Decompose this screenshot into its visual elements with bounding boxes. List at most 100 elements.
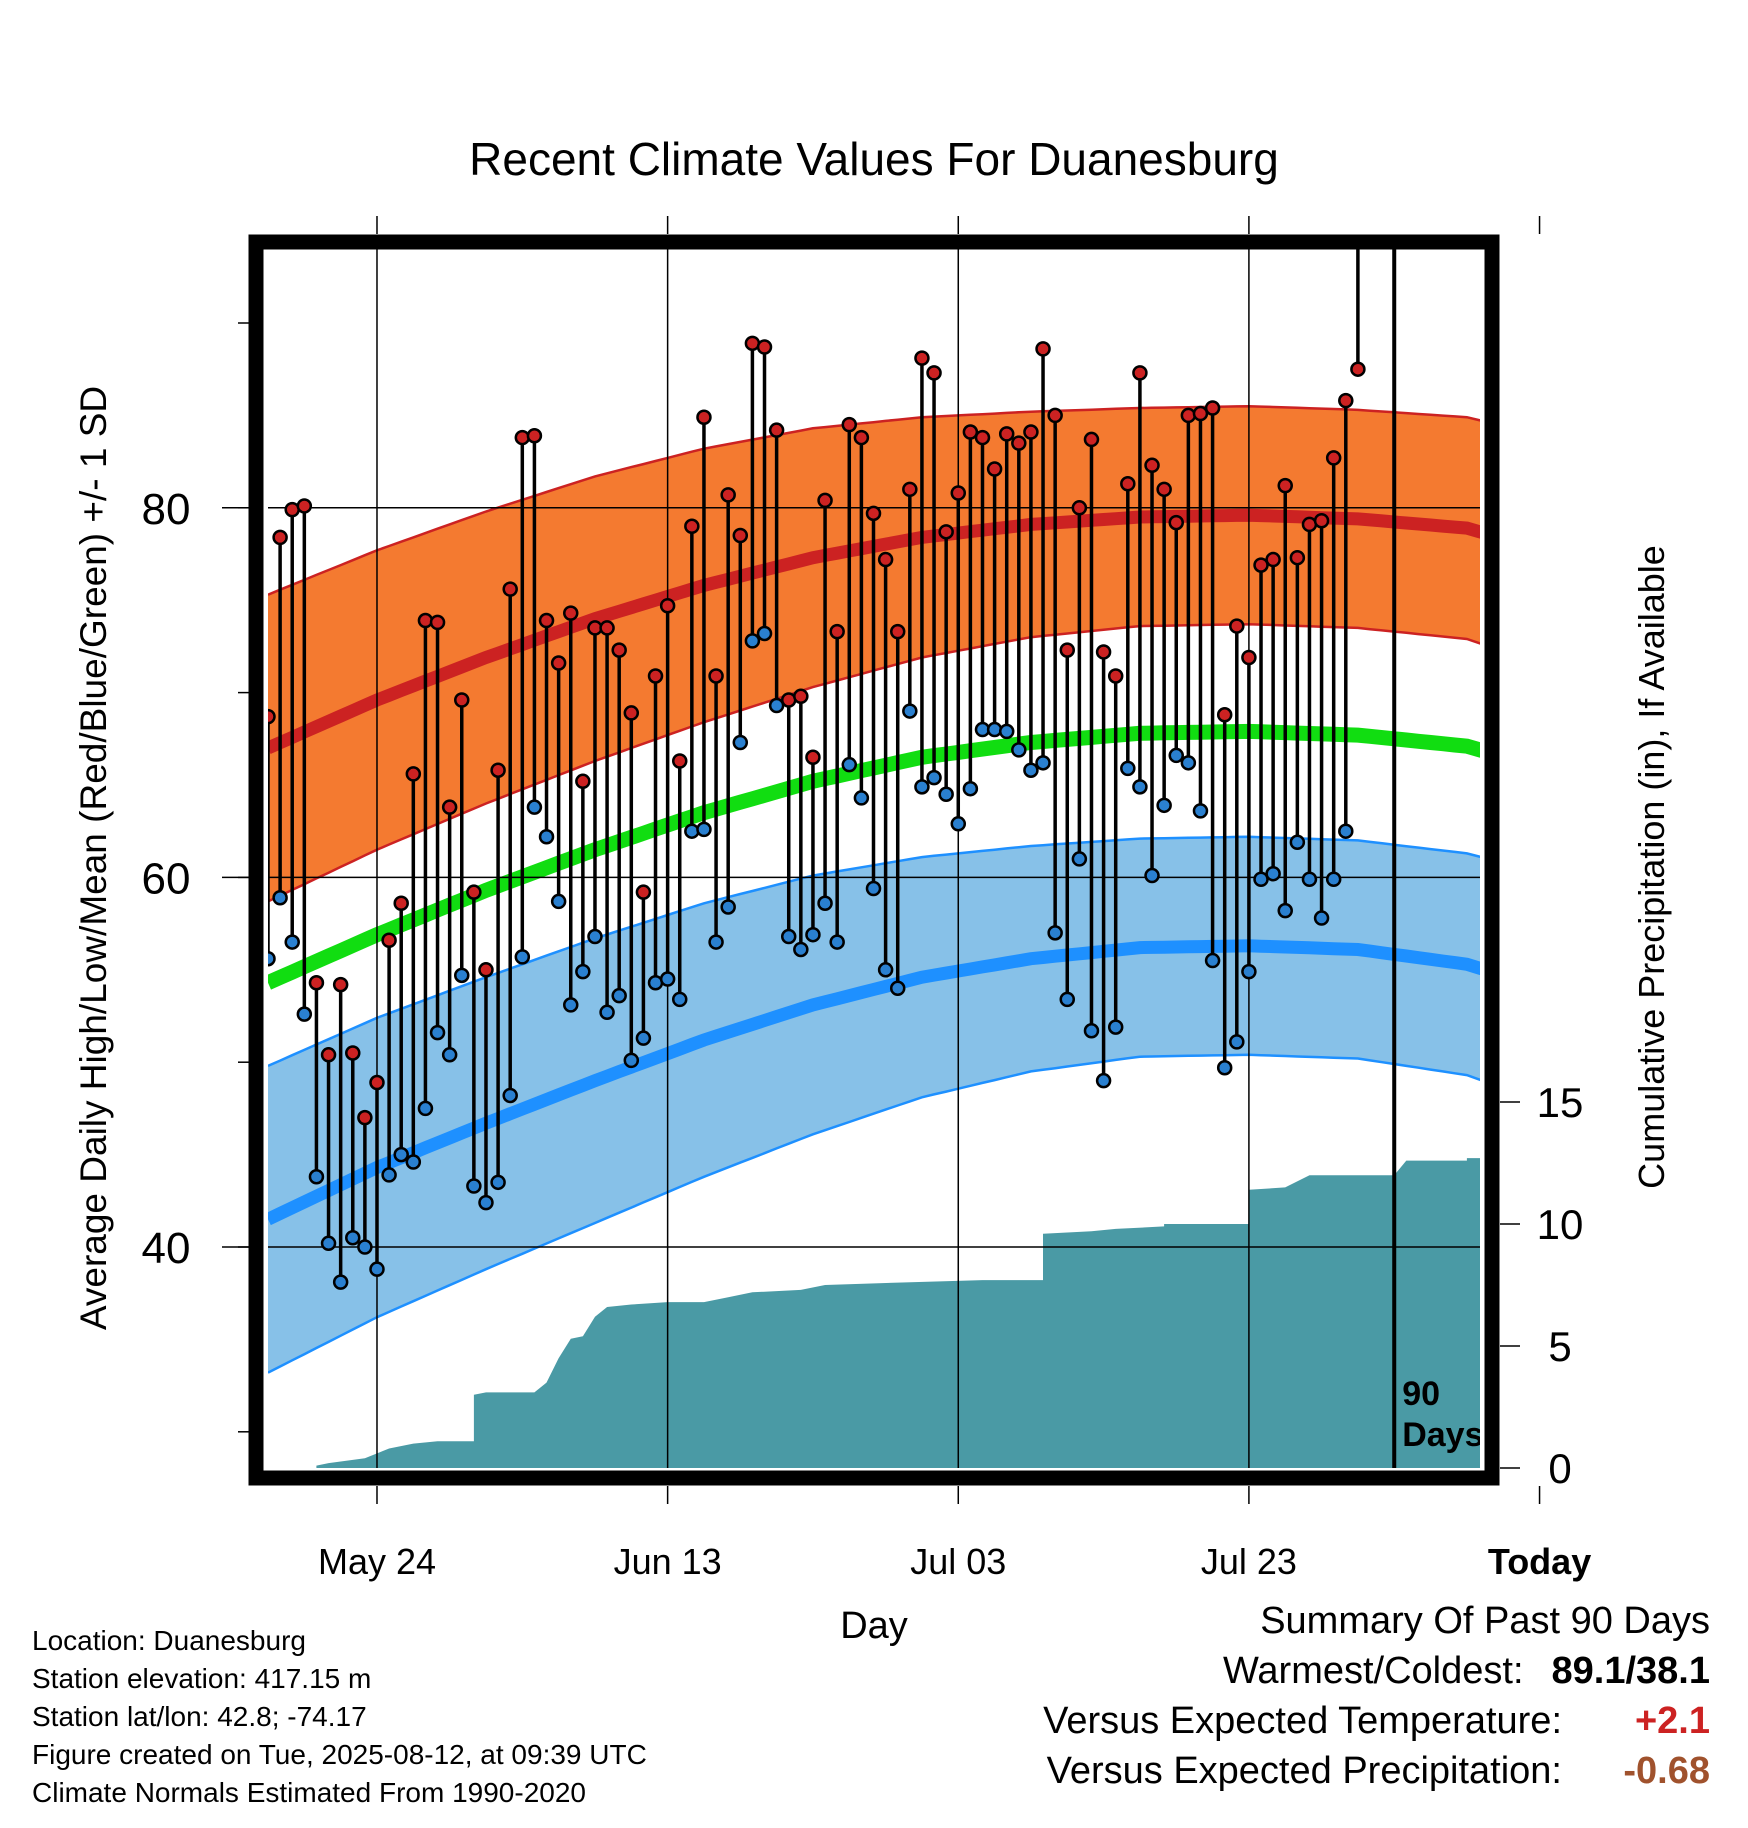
daily-high-point	[768, 422, 785, 438]
daily-high-point	[877, 551, 894, 568]
summary-warmest-row: Warmest/Coldest: 89.1/38.1	[1043, 1646, 1710, 1696]
y2-axis-label: Cumulative Precipitation (in), If Availa…	[1631, 545, 1672, 1189]
daily-high-point	[793, 688, 809, 705]
daily-high-point	[405, 766, 422, 782]
daily-high-point	[268, 708, 276, 725]
y-axis-label: Average Daily High/Low/Mean (Red/Blue/Gr…	[73, 386, 114, 1330]
daily-high-point	[441, 799, 458, 815]
daily-low-point	[1144, 867, 1160, 884]
daily-low-point	[926, 769, 942, 786]
daily-high-point	[926, 365, 942, 381]
daily-low-point	[986, 721, 1003, 738]
daily-high-point	[332, 976, 349, 993]
daily-low-point	[1059, 991, 1076, 1008]
daily-low-point	[575, 963, 591, 980]
plot-frame	[248, 234, 1500, 1486]
daily-low-point	[659, 971, 676, 987]
daily-low-point	[1047, 925, 1063, 941]
daily-low-point	[756, 625, 773, 642]
daily-high-point	[1265, 551, 1281, 568]
summary-panel: Summary Of Past 90 Days Warmest/Coldest:…	[1043, 1596, 1710, 1796]
daily-high-point	[974, 429, 991, 446]
daily-high-point	[1023, 424, 1039, 440]
daily-low-point	[587, 928, 603, 945]
y-tick-label: 40	[142, 1224, 191, 1273]
daily-high-point	[320, 1047, 337, 1063]
daily-low-point	[1229, 1034, 1245, 1050]
daily-low-point	[1277, 902, 1293, 919]
precip-value: -0.68	[1623, 1750, 1710, 1792]
daily-high-point	[1325, 450, 1342, 466]
daily-low-point	[877, 962, 894, 978]
daily-low-point	[1241, 963, 1257, 980]
daily-high-point	[998, 426, 1015, 442]
daily-high-point	[841, 416, 858, 433]
daily-low-point	[732, 734, 749, 751]
daily-low-point	[599, 1004, 615, 1021]
daily-low-point	[938, 786, 954, 802]
daily-low-point	[502, 1087, 518, 1104]
elevation-text: Station elevation: 417.15 m	[32, 1663, 372, 1694]
daily-high-point	[914, 350, 930, 366]
daily-low-point	[1204, 952, 1221, 969]
daily-high-point	[1011, 435, 1027, 451]
daily-high-point	[1192, 405, 1209, 422]
precip-label: Versus Expected Precipitation:	[1046, 1750, 1562, 1792]
daily-low-point	[478, 1194, 494, 1211]
daily-low-point	[998, 723, 1015, 740]
daily-low-point	[889, 980, 906, 997]
y2-tick-label: 5	[1548, 1323, 1571, 1370]
daily-high-point	[853, 429, 870, 446]
daily-low-point	[696, 821, 712, 838]
daily-low-point	[708, 934, 724, 950]
daily-low-point	[1301, 871, 1318, 887]
y-tick-label: 80	[142, 485, 191, 534]
daily-high-point	[1241, 649, 1257, 666]
daily-low-point	[1351, 0, 1364, 7]
daily-low-point	[1107, 1019, 1124, 1035]
daily-high-point	[611, 642, 627, 658]
daily-high-point	[635, 884, 652, 900]
daily-low-point	[1071, 851, 1088, 867]
daily-high-point	[647, 668, 664, 684]
daily-high-point	[1253, 557, 1269, 573]
observations-group	[268, 0, 1366, 1290]
daily-high-point	[756, 339, 773, 355]
daily-high-point	[720, 487, 736, 503]
daily-low-point	[405, 1154, 422, 1170]
daily-low-point	[441, 1047, 458, 1063]
daily-low-point	[490, 1174, 506, 1191]
daily-high-point	[1071, 500, 1088, 516]
daily-low-point	[296, 1006, 313, 1022]
daily-low-point	[1023, 762, 1039, 778]
daily-low-point	[381, 1167, 397, 1183]
daily-high-point	[684, 518, 700, 535]
daily-low-point	[563, 997, 579, 1013]
daily-high-point	[1229, 618, 1245, 634]
daily-low-point	[768, 697, 785, 714]
daily-high-point	[986, 461, 1003, 477]
daily-low-point	[308, 1169, 325, 1185]
daily-high-point	[829, 623, 845, 640]
daily-low-point	[393, 1146, 409, 1163]
daily-low-point	[454, 967, 470, 984]
daily-low-point	[720, 899, 736, 915]
daily-high-point	[308, 974, 325, 991]
daily-high-point	[514, 429, 531, 446]
daily-low-point	[466, 1178, 482, 1194]
daily-low-point	[1325, 871, 1342, 887]
daily-high-point	[671, 753, 688, 769]
daily-high-point	[563, 605, 579, 621]
daily-low-point	[1035, 755, 1051, 771]
daily-high-point	[478, 962, 494, 978]
daily-low-point	[671, 991, 688, 1008]
daily-low-point	[914, 779, 930, 795]
daily-low-point	[611, 987, 627, 1004]
daily-high-point	[962, 424, 979, 440]
daily-high-point	[865, 505, 882, 522]
daily-low-point	[429, 1024, 446, 1041]
daily-low-point	[950, 816, 967, 832]
daily-high-point	[454, 692, 470, 708]
x-tick-label: Jul 23	[1201, 1541, 1297, 1582]
